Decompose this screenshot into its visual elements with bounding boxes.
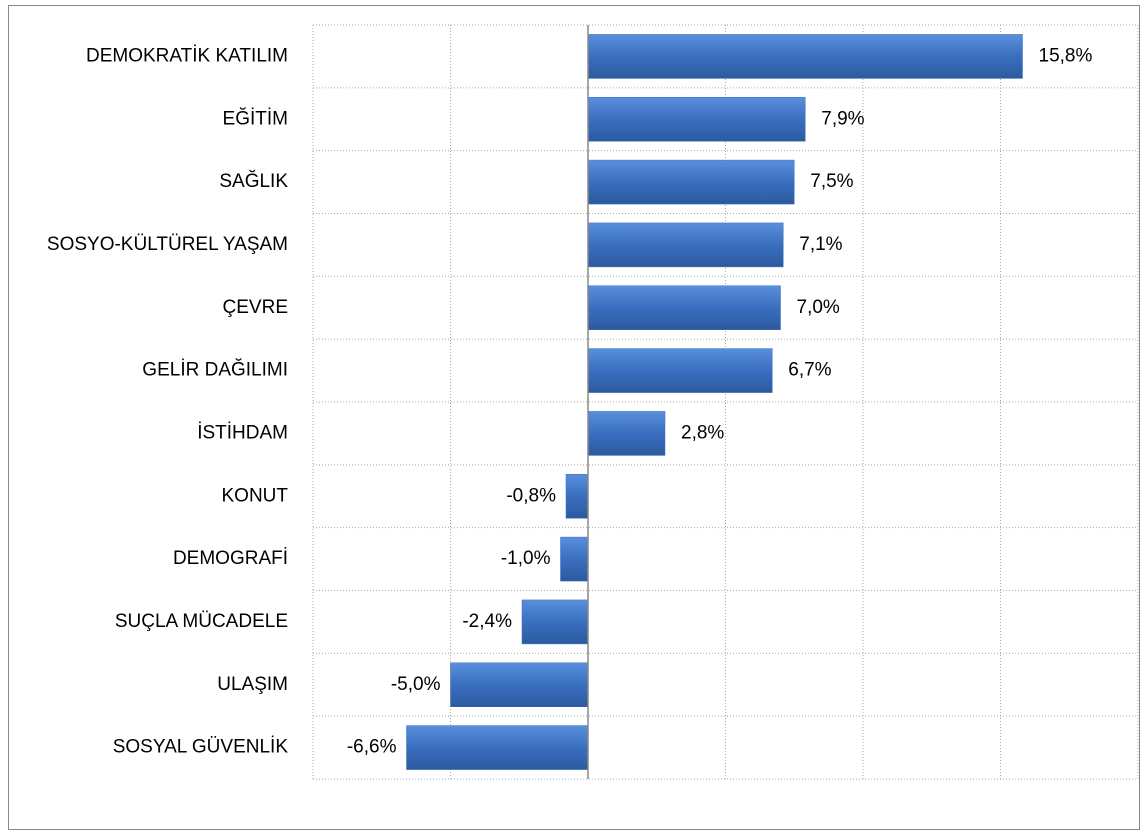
bar [587,34,1023,79]
category-label: ULAŞIM [217,674,288,695]
value-label: 7,9% [821,108,864,129]
bar [587,97,806,142]
bar [406,725,589,770]
bar [565,474,589,519]
value-label: -0,8% [506,485,556,506]
category-label: KONUT [222,485,289,506]
bar [587,159,795,205]
category-label: SAĞLIK [219,170,288,192]
category-label: SUÇLA MÜCADELE [115,611,288,632]
category-label: ÇEVRE [223,297,288,318]
category-label: GELİR DAĞILIMI [142,359,288,381]
category-label: EĞİTİM [223,107,288,129]
category-label: SOSYAL GÜVENLİK [113,737,289,758]
value-label: 15,8% [1039,45,1093,66]
bar [587,411,666,456]
category-label: DEMOGRAFİ [173,548,288,569]
chart-border [8,5,1140,830]
value-label: -2,4% [462,611,512,632]
bar [587,348,773,393]
category-label: DEMOKRATİK KATILIM [86,45,288,66]
value-label: 7,5% [810,171,853,192]
value-label: -1,0% [501,548,551,569]
value-label: 7,1% [799,234,842,255]
category-label: İSTİHDAM [197,422,288,443]
value-label: 7,0% [797,297,840,318]
bar [521,599,589,645]
category-label: SOSYO-KÜLTÜREL YAŞAM [47,234,288,255]
bar [560,536,589,582]
bar [587,222,784,268]
value-label: -6,6% [347,737,397,758]
value-label: 2,8% [681,422,724,443]
value-label: -5,0% [391,674,441,695]
bar [450,662,589,707]
bar [587,285,781,330]
value-label: 6,7% [788,360,831,381]
